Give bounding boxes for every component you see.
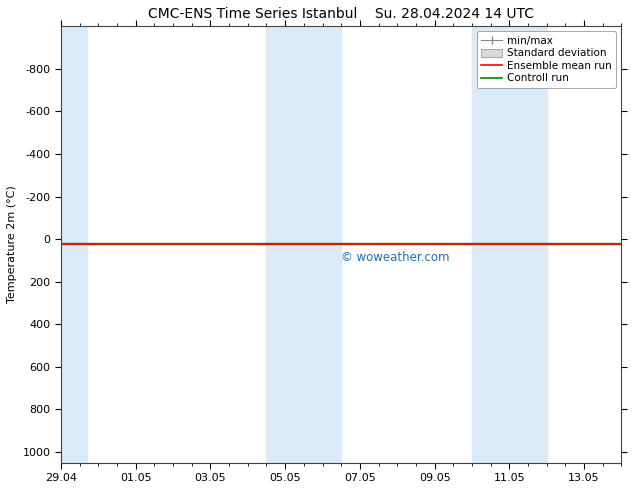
Legend: min/max, Standard deviation, Ensemble mean run, Controll run: min/max, Standard deviation, Ensemble me… bbox=[477, 31, 616, 88]
Text: © woweather.com: © woweather.com bbox=[341, 251, 450, 264]
Bar bbox=[472, 26, 547, 463]
Bar bbox=[61, 26, 87, 463]
Y-axis label: Temperature 2m (°C): Temperature 2m (°C) bbox=[7, 186, 17, 303]
Title: CMC-ENS Time Series Istanbul    Su. 28.04.2024 14 UTC: CMC-ENS Time Series Istanbul Su. 28.04.2… bbox=[148, 7, 534, 21]
Bar bbox=[266, 26, 341, 463]
